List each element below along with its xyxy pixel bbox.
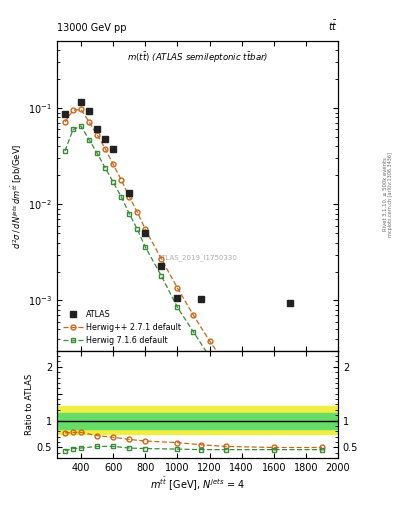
Herwig++ 2.7.1 default — [127, 194, 132, 200]
Herwig++ 2.7.1 default — [255, 400, 260, 407]
Text: 13000 GeV pp: 13000 GeV pp — [57, 23, 127, 33]
ATLAS — [103, 136, 108, 142]
Text: ATLAS_2019_I1750330: ATLAS_2019_I1750330 — [158, 254, 237, 261]
Herwig 7.1.6 default — [71, 126, 75, 133]
Herwig 7.1.6 default — [223, 375, 228, 381]
Herwig++ 2.7.1 default — [223, 360, 228, 367]
ATLAS — [95, 126, 99, 133]
ATLAS — [199, 296, 204, 302]
ATLAS — [287, 300, 292, 306]
Text: mcplots.cern.ch [arXiv:1306.3436]: mcplots.cern.ch [arXiv:1306.3436] — [388, 152, 393, 237]
Herwig 7.1.6 default — [62, 148, 67, 154]
Herwig++ 2.7.1 default — [143, 226, 148, 232]
Herwig 7.1.6 default — [255, 414, 260, 420]
Herwig++ 2.7.1 default — [207, 338, 212, 344]
ATLAS — [127, 190, 132, 197]
Herwig 7.1.6 default — [175, 304, 180, 310]
Herwig++ 2.7.1 default — [119, 177, 123, 183]
Herwig 7.1.6 default — [320, 479, 324, 485]
Y-axis label: Ratio to ATLAS: Ratio to ATLAS — [25, 374, 34, 435]
ATLAS — [143, 230, 148, 237]
Herwig 7.1.6 default — [159, 273, 164, 279]
X-axis label: $m^{t\bar{t}}$ [GeV], $N^{jets}$ = 4: $m^{t\bar{t}}$ [GeV], $N^{jets}$ = 4 — [150, 476, 245, 493]
Herwig++ 2.7.1 default — [103, 145, 108, 152]
Herwig 7.1.6 default — [287, 446, 292, 453]
Legend: ATLAS, Herwig++ 2.7.1 default, Herwig 7.1.6 default: ATLAS, Herwig++ 2.7.1 default, Herwig 7.… — [61, 308, 183, 347]
ATLAS — [87, 108, 92, 114]
Herwig++ 2.7.1 default — [159, 256, 164, 262]
ATLAS — [62, 111, 67, 117]
Herwig++ 2.7.1 default — [287, 432, 292, 438]
ATLAS — [79, 99, 83, 105]
Y-axis label: $d^2\sigma\,/\,dN^{jets}\,dm^{t\bar{t}}$ [pb/GeV]: $d^2\sigma\,/\,dN^{jets}\,dm^{t\bar{t}}$… — [10, 143, 26, 248]
Herwig++ 2.7.1 default — [135, 209, 140, 215]
Text: $m(t\bar{t})$ (ATLAS semileptonic $t\bar{t}$bar): $m(t\bar{t})$ (ATLAS semileptonic $t\bar… — [127, 50, 268, 65]
ATLAS — [111, 145, 116, 152]
ATLAS — [175, 295, 180, 302]
Herwig++ 2.7.1 default — [95, 132, 99, 138]
Herwig++ 2.7.1 default — [111, 161, 116, 167]
Herwig++ 2.7.1 default — [175, 285, 180, 291]
Herwig++ 2.7.1 default — [62, 119, 67, 125]
Text: $t\bar{t}$: $t\bar{t}$ — [328, 19, 338, 33]
Line: Herwig 7.1.6 default: Herwig 7.1.6 default — [62, 124, 324, 484]
Herwig 7.1.6 default — [191, 329, 196, 335]
Herwig 7.1.6 default — [79, 123, 83, 129]
Herwig 7.1.6 default — [127, 210, 132, 217]
Herwig++ 2.7.1 default — [87, 119, 92, 125]
ATLAS — [159, 263, 164, 269]
Herwig 7.1.6 default — [143, 244, 148, 250]
Herwig++ 2.7.1 default — [320, 465, 324, 471]
Herwig 7.1.6 default — [207, 354, 212, 360]
Herwig++ 2.7.1 default — [79, 106, 83, 113]
Herwig 7.1.6 default — [135, 226, 140, 232]
Text: Rivet 3.1.10, ≥ 500k events: Rivet 3.1.10, ≥ 500k events — [383, 158, 387, 231]
Herwig++ 2.7.1 default — [191, 312, 196, 318]
Herwig 7.1.6 default — [103, 165, 108, 171]
Herwig++ 2.7.1 default — [71, 107, 75, 113]
Herwig 7.1.6 default — [119, 194, 123, 200]
Line: Herwig++ 2.7.1 default: Herwig++ 2.7.1 default — [62, 107, 324, 471]
Herwig 7.1.6 default — [87, 137, 92, 143]
Line: ATLAS: ATLAS — [62, 99, 293, 306]
Herwig 7.1.6 default — [95, 150, 99, 156]
Herwig 7.1.6 default — [111, 179, 116, 185]
